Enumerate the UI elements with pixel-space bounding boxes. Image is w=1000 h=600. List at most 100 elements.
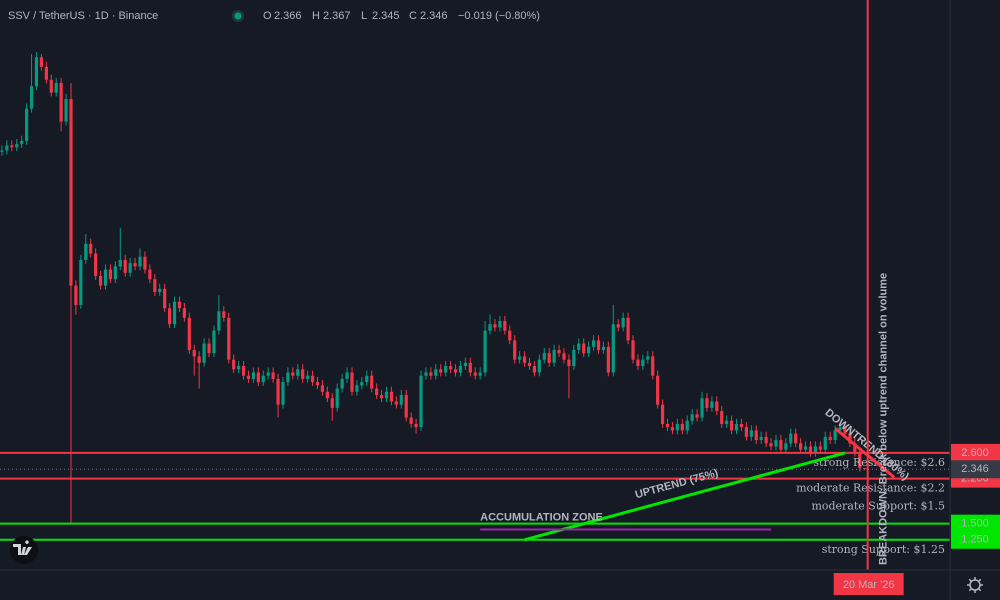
header: SSV / TetherUS · 1D · Binance O 2.366 H 2.36… — [8, 10, 540, 22]
candle-body — [384, 391, 389, 399]
candle-body — [153, 279, 157, 293]
candle-body — [59, 82, 63, 122]
candle-body — [306, 375, 310, 379]
candle-body — [601, 346, 606, 350]
candle-body — [89, 243, 93, 254]
candle-body — [256, 372, 260, 383]
ohlc-key: L — [361, 10, 367, 22]
level-text: moderate Resistance: $2.2 — [796, 482, 945, 495]
level-text: strong Resistance: $2.6 — [813, 456, 945, 469]
candle-body — [448, 366, 453, 370]
candle-body — [172, 301, 177, 325]
candle-body — [641, 359, 645, 367]
candle-body — [749, 430, 753, 437]
candle-body — [567, 359, 571, 367]
change-value: −0.019 (−0.80%) — [458, 10, 540, 22]
candle-body — [212, 330, 216, 354]
candle-body — [651, 356, 655, 376]
candle-body — [631, 340, 635, 360]
candle-body — [587, 346, 591, 354]
candle-body — [636, 359, 640, 367]
candle-body — [379, 395, 384, 399]
candle-body — [838, 427, 842, 431]
candle-body — [345, 372, 349, 379]
candle-body — [49, 79, 53, 93]
price-box — [951, 530, 1000, 549]
candle-body — [15, 144, 19, 148]
symbol-title: SSV / TetherUS · 1D · Binance — [8, 10, 158, 22]
candle-body — [266, 372, 270, 376]
candle-body — [803, 446, 808, 450]
candle-body — [715, 401, 719, 412]
candle-body — [626, 317, 630, 341]
candle-body — [310, 375, 315, 383]
candle-body — [552, 349, 556, 363]
gear-teeth[interactable] — [967, 577, 983, 593]
candle-body — [700, 398, 704, 418]
candle-body — [103, 269, 108, 286]
candle-body — [557, 349, 561, 354]
candle-body — [823, 436, 827, 450]
price-box — [951, 514, 1000, 533]
status-dot — [234, 12, 242, 20]
candle-body — [113, 266, 117, 280]
candle-body — [340, 378, 344, 389]
candle-body — [843, 427, 847, 434]
candle-body — [409, 417, 413, 424]
candle-body — [591, 340, 596, 347]
candle-body — [434, 369, 438, 376]
candle-body — [320, 385, 325, 392]
candle-body — [478, 372, 482, 376]
candle-body — [79, 259, 83, 305]
candle-body — [468, 362, 472, 373]
candle-body — [730, 420, 734, 431]
candle-body — [764, 436, 768, 444]
price-box-label: 1.500 — [961, 518, 989, 530]
candle-body — [779, 440, 783, 450]
candle-body — [532, 366, 537, 373]
candle-body — [813, 446, 818, 453]
candle-body — [10, 145, 14, 148]
trend-line — [524, 451, 846, 542]
price-box-label: 1.250 — [961, 534, 989, 546]
candle-body — [808, 446, 813, 453]
candle-body — [241, 366, 246, 376]
ohlc-key: C — [409, 10, 417, 22]
candle-body — [44, 66, 48, 80]
candle-body — [695, 414, 699, 418]
candle-body — [271, 372, 275, 379]
candle-body — [493, 324, 497, 328]
candle-body — [315, 382, 320, 386]
settings-icon[interactable] — [967, 577, 983, 593]
candle-body — [94, 253, 98, 276]
candle-body — [158, 288, 162, 293]
candle-body — [518, 356, 522, 360]
candle-body — [784, 443, 788, 450]
candle-body — [616, 324, 620, 328]
candle-body — [665, 423, 670, 428]
candle-body — [744, 427, 748, 437]
candle-body — [29, 86, 34, 109]
candle-body — [192, 349, 196, 357]
candle-body — [858, 452, 862, 468]
candle-body — [227, 317, 231, 360]
candle-body — [705, 398, 709, 408]
candle-body — [794, 433, 798, 444]
candle-body — [20, 140, 24, 145]
candle-body — [562, 353, 566, 360]
candle-body — [217, 311, 221, 331]
candle-body — [547, 353, 551, 363]
price-box-label: 2.346 — [961, 463, 989, 475]
candle-body — [375, 388, 379, 396]
candle-body — [853, 443, 857, 453]
candle-body — [251, 372, 256, 379]
candle-body — [39, 57, 44, 67]
candle-body — [197, 356, 201, 363]
candle-body — [222, 311, 226, 318]
level-text: strong Support: $1.25 — [822, 543, 945, 556]
candle-body — [394, 401, 398, 405]
candle-body — [833, 430, 837, 441]
